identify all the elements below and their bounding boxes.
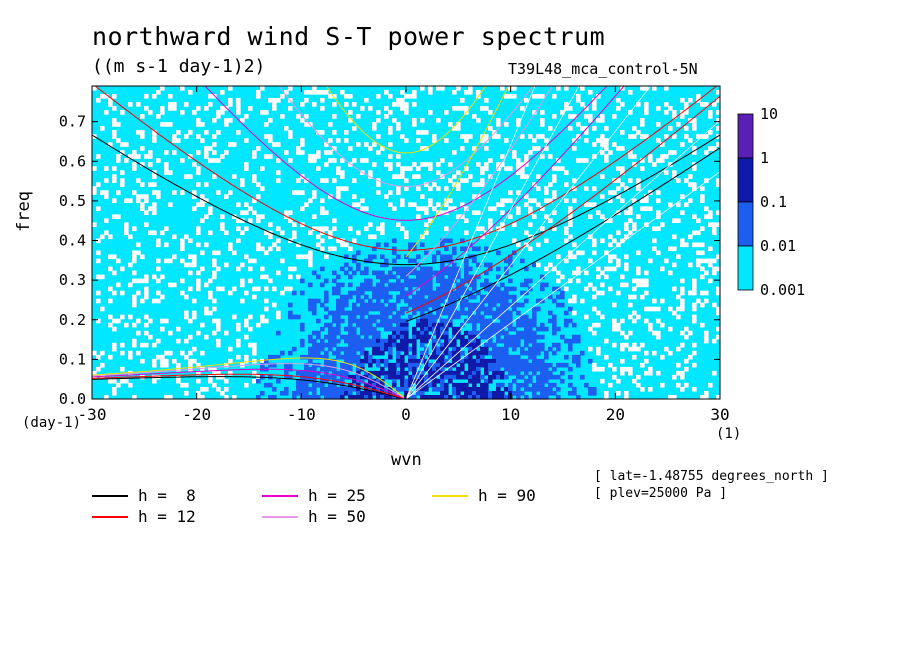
legend-item: h = 12 <box>92 507 196 526</box>
legend-swatch <box>262 515 298 518</box>
meta-plev: [ plev=25000 Pa ] <box>594 486 728 501</box>
kelvin-line-h25 <box>405 86 652 399</box>
legend-item: h = 8 <box>92 486 196 505</box>
legend-swatch <box>92 515 128 518</box>
legend-label: h = 90 <box>478 486 536 505</box>
y-tick-label: 0.0 <box>59 390 86 408</box>
legend-swatch <box>92 494 128 497</box>
legend-label: h = 50 <box>308 507 366 526</box>
colorbar-swatch <box>737 201 754 247</box>
x-tick-label: -20 <box>182 405 211 424</box>
x-tick-label: 20 <box>606 405 625 424</box>
kelvin-line-h12 <box>405 120 720 399</box>
y-tick-label: 0.3 <box>59 271 86 289</box>
rossby-curve-h90 <box>92 357 404 398</box>
colorbar-label: 0.1 <box>760 193 787 211</box>
y-unit-label: (day-1) <box>22 415 82 431</box>
kelvin-line-h50 <box>405 86 580 399</box>
colorbar: 10 1 0.1 0.01 0.001 <box>737 105 805 299</box>
eig-curve-h25 <box>405 86 625 297</box>
colorbar-label: 1 <box>760 149 769 167</box>
colorbar-swatch <box>737 113 754 159</box>
power-field <box>92 86 721 400</box>
x-tick-label: 10 <box>501 405 520 424</box>
axes: -30 -20 -10 0 10 20 30 0.0 0.1 0.2 0.3 0.4 0.5 0.6 0.7 <box>59 86 730 424</box>
ig-curve-h12 <box>94 86 718 251</box>
ig-curve-h90 <box>325 86 487 154</box>
rossby-curve-h8 <box>92 376 404 399</box>
legend-swatch <box>262 494 298 497</box>
x-tick-label: -10 <box>287 405 316 424</box>
legend-label: h = 25 <box>308 486 366 505</box>
colorbar-label: 0.001 <box>760 281 805 299</box>
rossby-curve-h12 <box>92 373 404 399</box>
colorbar-swatch <box>737 157 754 203</box>
kelvin-line-h8 <box>405 171 720 399</box>
x-tick-label: -30 <box>78 405 107 424</box>
legend-item: h = 90 <box>432 486 536 505</box>
chart-units: ((m s-1 day-1)2) <box>92 56 266 77</box>
y-tick-label: 0.4 <box>59 232 86 250</box>
rossby-curve-h25 <box>92 368 404 399</box>
y-tick-label: 0.2 <box>59 311 86 329</box>
eig-curve-h50 <box>405 86 553 277</box>
meta-lat: [ lat=-1.48755 degrees_north ] <box>594 469 829 484</box>
x-axis-label: wvn <box>391 450 422 470</box>
chart-title: northward wind S-T power spectrum <box>92 22 606 51</box>
colorbar-label: 10 <box>760 105 778 123</box>
run-label: T39L48_mca_control-5N <box>508 60 698 78</box>
x-tick-label: 0 <box>401 405 411 424</box>
y-tick-label: 0.6 <box>59 152 86 170</box>
legend-label: h = 12 <box>138 507 196 526</box>
y-tick-label: 0.1 <box>59 350 86 368</box>
kelvin-line-h90 <box>405 86 536 399</box>
legend-item: h = 50 <box>262 507 366 526</box>
ig-curve-h8 <box>92 134 720 266</box>
x-unit-label: (1) <box>716 426 742 442</box>
eig-curve-h90 <box>405 86 509 258</box>
y-tick-label: 0.5 <box>59 192 86 210</box>
dispersion-curves <box>92 86 720 399</box>
legend-swatch <box>432 494 468 497</box>
legend-item: h = 25 <box>262 486 366 505</box>
y-tick-label: 0.7 <box>59 113 86 131</box>
legend-label: h = 8 <box>138 486 196 505</box>
rossby-curve-h50 <box>92 363 404 398</box>
eig-curve-h12 <box>405 95 720 314</box>
colorbar-label: 0.01 <box>760 237 796 255</box>
ig-curve-h50 <box>278 86 534 187</box>
x-tick-label: 30 <box>710 405 729 424</box>
ig-curve-h25 <box>204 86 608 221</box>
colorbar-swatch <box>737 245 754 291</box>
